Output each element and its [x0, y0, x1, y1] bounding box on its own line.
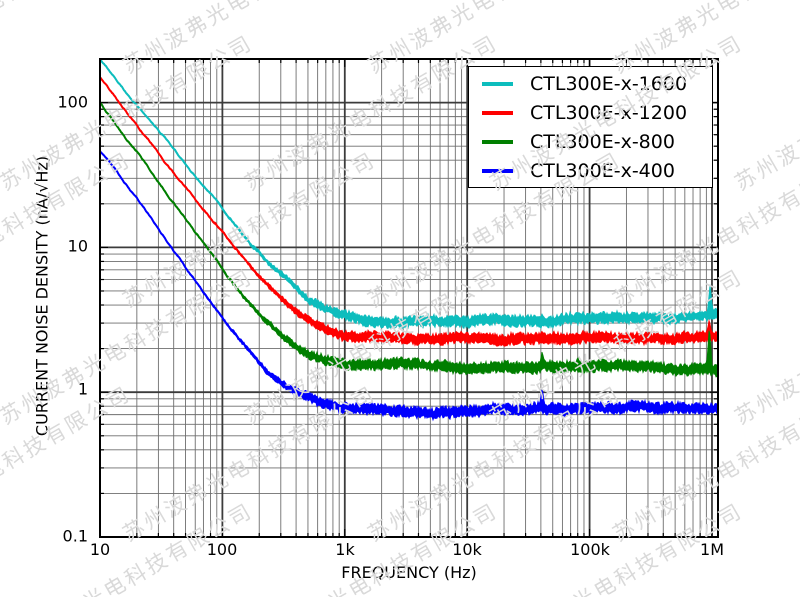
- legend-entry-400: CTL300E-x-400: [469, 160, 712, 182]
- legend-entry-800: CTL300E-x-800: [469, 131, 712, 153]
- legend-entry-1200: CTL300E-x-1200: [469, 102, 712, 124]
- legend-entry-1600: CTL300E-x-1600: [469, 73, 712, 95]
- x-tick-1M: 1M: [700, 540, 724, 559]
- x-tick-1k: 1k: [335, 540, 355, 559]
- legend-label: CTL300E-x-1200: [530, 101, 688, 124]
- x-axis-title: FREQUENCY (Hz): [341, 563, 477, 582]
- y-tick-1: 1: [77, 379, 88, 399]
- x-tick-10: 10: [89, 540, 111, 559]
- y-tick-100: 100: [57, 92, 88, 112]
- x-tick-100k: 100k: [570, 540, 610, 559]
- y-axis-title: CURRENT NOISE DENSITY (nA/√Hz): [32, 155, 52, 437]
- x-tick-100: 100: [206, 540, 238, 559]
- y-tick-0p1: 0.1: [62, 526, 88, 546]
- legend: CTL300E-x-1600 CTL300E-x-1200 CTL300E-x-…: [468, 66, 713, 188]
- series-color-swatch-blue: [482, 168, 513, 173]
- x-tick-10k: 10k: [452, 540, 482, 559]
- legend-label: CTL300E-x-400: [530, 159, 675, 182]
- series-color-swatch-cyan: [482, 81, 513, 86]
- series-color-swatch-red: [482, 110, 513, 115]
- legend-label: CTL300E-x-1600: [530, 72, 688, 95]
- y-tick-10: 10: [67, 236, 88, 256]
- series-color-swatch-green: [482, 139, 513, 144]
- legend-label: CTL300E-x-800: [530, 130, 675, 153]
